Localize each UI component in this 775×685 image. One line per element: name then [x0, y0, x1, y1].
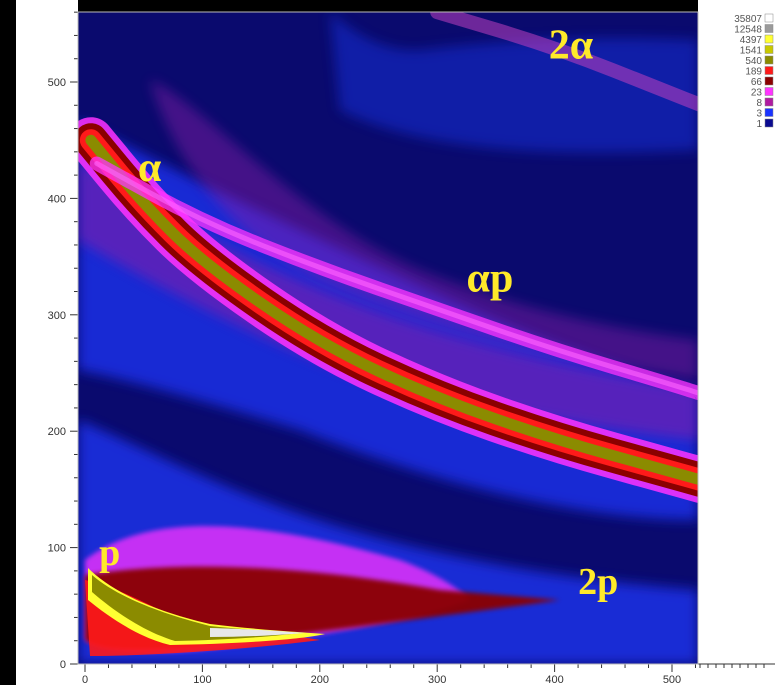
color-scale-label: 8 — [756, 98, 762, 109]
x-tick-label: 200 — [311, 674, 329, 685]
color-scale-swatch — [764, 108, 774, 117]
x-tick-label: 100 — [193, 674, 211, 685]
color-scale-swatch — [764, 13, 774, 23]
y-tick-label: 400 — [48, 193, 66, 205]
color-scale-swatch — [764, 97, 774, 107]
band-two-alpha-layer-0 — [430, 12, 698, 112]
annotation-alpha-p: αp — [467, 256, 514, 302]
color-scale-swatch — [764, 45, 774, 54]
low-energy-cluster — [85, 526, 560, 656]
color-scale-swatch — [764, 76, 774, 86]
color-scale-label: 23 — [751, 88, 763, 99]
x-axis-strip — [16, 664, 775, 685]
y-tick-label: 0 — [60, 659, 66, 671]
y-tick-label: 100 — [48, 543, 66, 555]
annotation-two-proton: 2p — [578, 561, 618, 603]
color-scale-label: 3 — [756, 109, 762, 120]
y-axis-strip — [16, 0, 78, 664]
color-scale-label: 66 — [751, 77, 763, 88]
annotation-layer: 2α α αp p 2p — [99, 23, 618, 603]
annotation-two-alpha: 2α — [549, 23, 594, 69]
left-panel — [0, 0, 16, 685]
color-scale-label: 189 — [745, 67, 762, 78]
x-tick-label: 0 — [82, 674, 88, 685]
color-scale-label: 12548 — [734, 25, 762, 36]
color-scale-label: 4397 — [740, 35, 763, 46]
x-tick-label: 500 — [663, 674, 681, 685]
color-scale-swatch — [764, 118, 774, 128]
band-alpha-layer-3 — [85, 134, 698, 485]
color-scale-swatch — [764, 24, 774, 33]
annotation-alpha: α — [138, 145, 162, 191]
color-scale-swatch — [764, 66, 774, 75]
y-tick-label: 200 — [48, 426, 66, 438]
color-scale-swatch — [764, 34, 774, 44]
x-tick-label: 400 — [545, 674, 563, 685]
y-tick-label: 500 — [48, 77, 66, 89]
y-axis: 0 100 200 300 400 500 — [48, 11, 79, 671]
color-scale-label: 35807 — [734, 14, 762, 25]
y-tick-label: 300 — [48, 310, 66, 322]
color-scale-label: 1541 — [740, 46, 763, 57]
plot-border — [77, 11, 699, 665]
x-tick-label: 300 — [428, 674, 446, 685]
color-scale-label: 540 — [745, 56, 762, 67]
color-scale-swatch — [764, 55, 774, 65]
annotation-proton: p — [99, 532, 120, 574]
band-alpha-p-layer-1 — [94, 160, 698, 396]
x-axis: 0 100 200 300 400 500 — [78, 663, 775, 685]
color-scale-label: 1 — [756, 119, 762, 130]
color-scale-panel — [698, 0, 775, 664]
band-layer — [78, 12, 698, 503]
color-scale-swatch — [764, 87, 774, 96]
